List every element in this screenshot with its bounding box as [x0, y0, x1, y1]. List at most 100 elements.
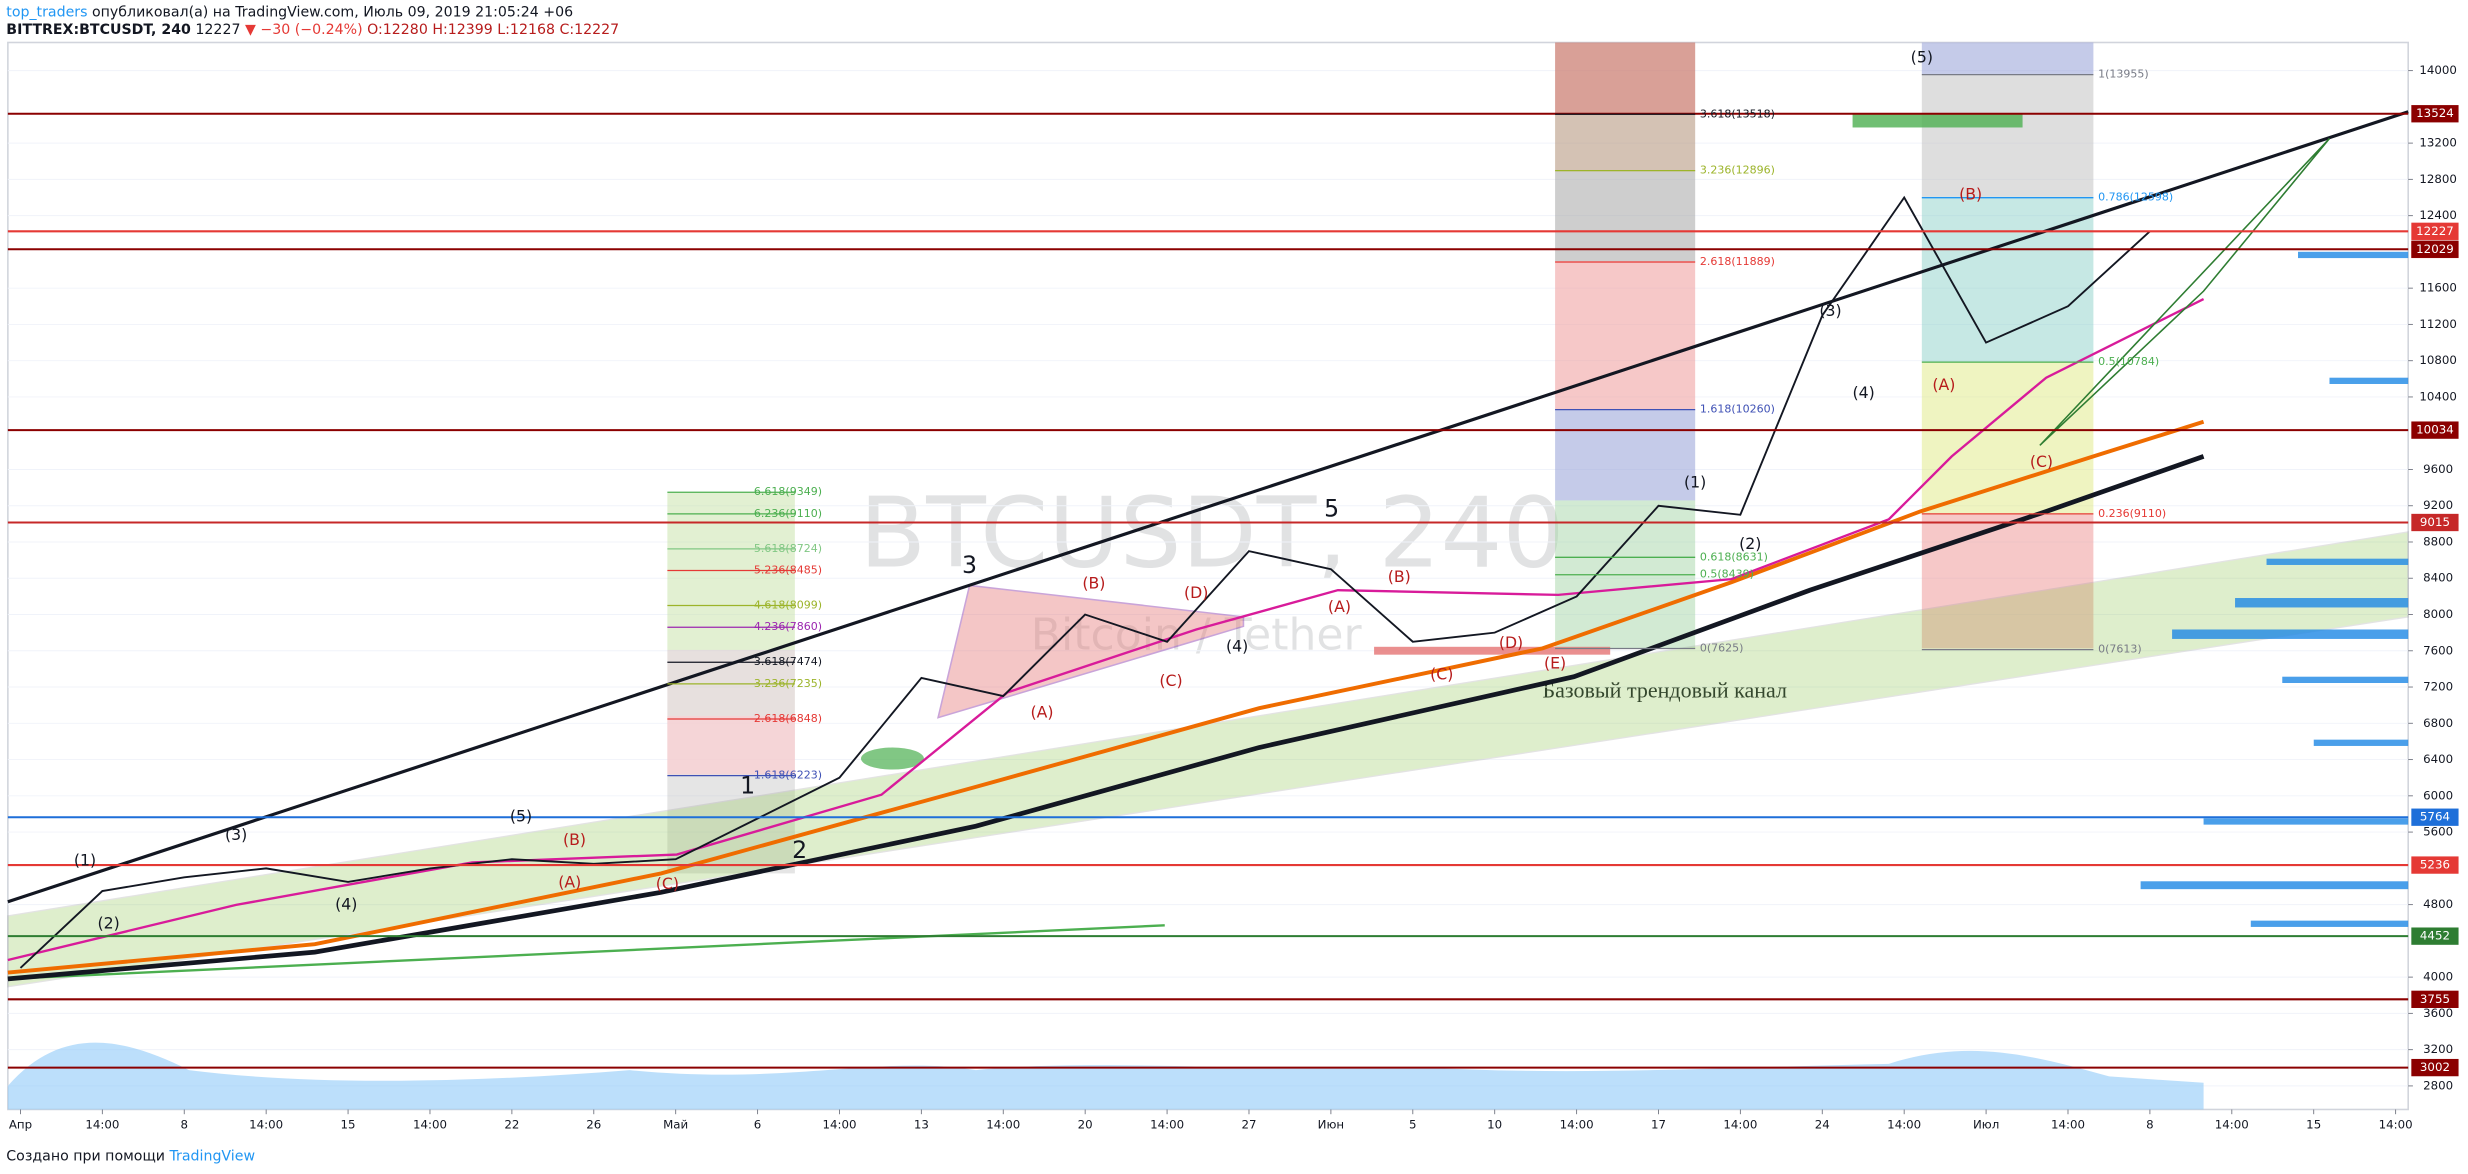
- wave-label: (E): [1544, 654, 1566, 673]
- wave-label: (D): [1184, 583, 1208, 602]
- fib-label: 0.236(9110): [2098, 507, 2166, 520]
- wave-label: (A): [1030, 702, 1053, 721]
- x-tick-label: 10: [1487, 1118, 1502, 1132]
- x-tick-label: 14:00: [2051, 1118, 2085, 1132]
- zone: [1374, 646, 1611, 655]
- watermark-subtitle: Bitcoin / Tether: [1031, 609, 1363, 660]
- wave-label: (4): [1226, 636, 1248, 655]
- fib-band: [1555, 42, 1696, 114]
- moving-average: [7, 419, 2205, 975]
- x-tick-label: 14:00: [413, 1118, 447, 1132]
- price-tag: [2411, 856, 2459, 874]
- fib-label: 6.618(9349): [754, 485, 822, 498]
- wave-label: (4): [335, 894, 357, 913]
- x-tick-label: 14:00: [1560, 1118, 1594, 1132]
- fib-label: 4.618(8099): [754, 599, 822, 612]
- drawings: [7, 42, 2409, 1110]
- y-tick-label: 12800: [2419, 172, 2457, 186]
- wave-label: (B): [563, 830, 586, 849]
- x-tick-label: 14:00: [85, 1118, 119, 1132]
- fib-band: [1555, 171, 1696, 262]
- x-tick-label: 14:00: [249, 1118, 283, 1132]
- fib-label: 1(13955): [2098, 68, 2149, 81]
- trend-line: [7, 924, 1165, 981]
- wave-label: (B): [1959, 185, 1982, 204]
- fib-band: [1921, 514, 2094, 649]
- x-tick-label: 14:00: [2379, 1118, 2413, 1132]
- y-tick-label: 3600: [2423, 1006, 2453, 1020]
- y-tick-label: 11600: [2419, 281, 2457, 295]
- wave-label: (A): [1328, 597, 1351, 616]
- x-tick-label: 8: [2146, 1118, 2154, 1132]
- volume-area: [7, 1042, 2204, 1110]
- x-tick-label: 14:00: [822, 1118, 856, 1132]
- y-tick-label: 5600: [2423, 825, 2453, 839]
- wedge: [2039, 137, 2331, 446]
- fib-label: 6.236(9110): [754, 507, 822, 520]
- price-tag-label: 3755: [2420, 992, 2450, 1006]
- published: опубликовал(а) на TradingView.com, Июль …: [92, 5, 573, 21]
- price-line: [19, 195, 2151, 969]
- price-tag: [2411, 105, 2459, 123]
- y-tick-label: 7600: [2423, 643, 2453, 657]
- watermark: BTCUSDT, 240: [859, 477, 1564, 591]
- price-tag-label: 4452: [2420, 929, 2450, 943]
- price-tag-label: 13524: [2416, 106, 2454, 120]
- price-tag: [2411, 513, 2459, 532]
- y-tick-label: 4000: [2423, 970, 2453, 984]
- y-tick-label: 4800: [2423, 897, 2453, 911]
- y-tick-label: 10800: [2419, 353, 2457, 367]
- wave-label: (3): [225, 825, 247, 844]
- footer-brand[interactable]: TradingView: [168, 1149, 255, 1165]
- x-tick-label: 22: [504, 1118, 519, 1132]
- wave-label: 5: [1324, 494, 1339, 522]
- wave-label: (A): [558, 872, 581, 891]
- x-tick-label: 24: [1815, 1118, 1830, 1132]
- fib-band: [667, 716, 795, 775]
- x-tick-label: 14:00: [986, 1118, 1020, 1132]
- wave-label: (D): [1499, 633, 1523, 652]
- fib-label: 0.5(8439): [1700, 568, 1754, 581]
- fib-band: [667, 775, 795, 874]
- price-tag: [2411, 421, 2459, 439]
- symbol: BITTREX:BTCUSDT, 240: [6, 22, 191, 38]
- x-tick-label: 14:00: [1723, 1118, 1757, 1132]
- price-tag-label: 3002: [2420, 1060, 2450, 1074]
- fib-band: [1921, 73, 2094, 197]
- y-tick-label: 8400: [2423, 571, 2453, 585]
- y-tick-label: 9200: [2423, 498, 2453, 512]
- price-tag-label: 12227: [2416, 224, 2454, 238]
- change: ▼ −30 (−0.24%): [245, 22, 363, 38]
- moving-average: [7, 297, 2205, 962]
- x-tick-label: 14:00: [2215, 1118, 2249, 1132]
- y-tick-label: 6800: [2423, 716, 2453, 730]
- zone: [1852, 113, 2023, 128]
- fib-label: 1.618(6223): [754, 769, 822, 782]
- price-tag-label: 5764: [2420, 810, 2450, 824]
- price-tag: [2411, 990, 2459, 1008]
- wave-label: (B): [1388, 567, 1411, 586]
- wave-label: (5): [1911, 48, 1933, 67]
- wave-label: (C): [656, 874, 679, 893]
- fib-label: 2.618(6848): [754, 712, 822, 725]
- price-tag: [2411, 1058, 2459, 1077]
- author[interactable]: top_traders: [6, 5, 87, 21]
- wave-label: (A): [1932, 375, 1955, 394]
- x-tick-label: 14:00: [1150, 1118, 1184, 1132]
- fib-label: 0.5(10784): [2098, 355, 2159, 368]
- fib-label: 0.786(12598): [2098, 191, 2173, 204]
- wave-label: (3): [1819, 301, 1841, 320]
- x-tick-label: 15: [2306, 1118, 2321, 1132]
- fib-band: [1921, 196, 2094, 362]
- annotation: Базовый трендовый канал: [1543, 678, 1787, 703]
- price-tag: [2411, 808, 2459, 826]
- fib-band: [1555, 113, 1696, 172]
- y-tick-label: 9600: [2423, 462, 2453, 476]
- y-tick-label: 3200: [2423, 1042, 2453, 1056]
- x-tick-label: Май: [663, 1118, 688, 1132]
- wave-label: (C): [1159, 671, 1182, 690]
- last: 12227: [195, 22, 240, 38]
- x-tick-label: Апр: [9, 1118, 32, 1132]
- y-tick-label: 8000: [2423, 607, 2453, 621]
